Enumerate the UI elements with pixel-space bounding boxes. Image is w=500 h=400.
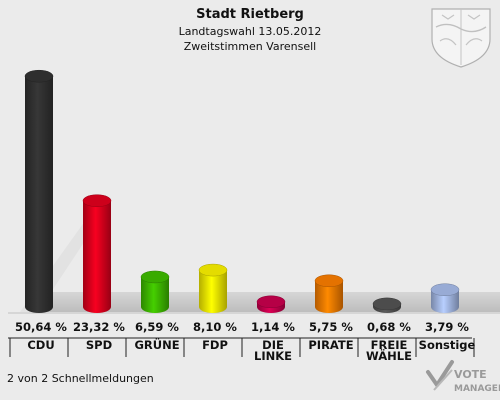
bar (430, 283, 460, 313)
category-label-line-2: WÄHLE (366, 348, 412, 363)
chart-subtitle-election: Landtagswahl 13.05.2012 (179, 25, 322, 38)
category-label: Sonstige (419, 338, 476, 352)
value-label: 5,75 % (309, 320, 353, 334)
value-label: 23,32 % (73, 320, 125, 334)
bar (82, 194, 112, 313)
check-mark-icon (426, 360, 454, 391)
value-label: 3,79 % (425, 320, 469, 334)
category-label-line-2: LINKE (254, 349, 292, 363)
value-label: 0,68 % (367, 320, 411, 334)
bar (140, 270, 170, 313)
bar (24, 69, 54, 314)
coat-of-arms-icon (431, 8, 491, 68)
category-axis (8, 337, 475, 357)
category-label: FDP (202, 338, 228, 352)
logo-line-1: VOTE (454, 368, 487, 381)
bar (314, 274, 344, 313)
value-label: 6,59 % (135, 320, 179, 334)
value-labels: 50,64 % 23,32 % 6,59 % 8,10 % 1,14 % 5,75 % 0,… (15, 320, 469, 334)
value-label: 1,14 % (251, 320, 295, 334)
bar-layer (24, 69, 460, 314)
vote-manager-logo: VOTE MANAGER (426, 360, 500, 394)
category-label: DIE (262, 338, 284, 352)
category-label: GRÜNE (134, 337, 179, 352)
chart-subtitle-district: Zweitstimmen Varensell (184, 40, 316, 53)
category-label: CDU (27, 338, 54, 352)
chart-title: Stadt Rietberg (196, 7, 304, 22)
value-label: 8,10 % (193, 320, 237, 334)
logo-line-2: MANAGER (454, 384, 500, 394)
bar (372, 297, 402, 313)
category-label: FREIE (371, 338, 408, 352)
value-label: 50,64 % (15, 320, 67, 334)
bar (256, 295, 286, 313)
footer-status: 2 von 2 Schnellmeldungen (7, 372, 154, 385)
bar (198, 263, 228, 313)
category-label: PIRATE (308, 338, 353, 352)
category-label: SPD (86, 338, 112, 352)
